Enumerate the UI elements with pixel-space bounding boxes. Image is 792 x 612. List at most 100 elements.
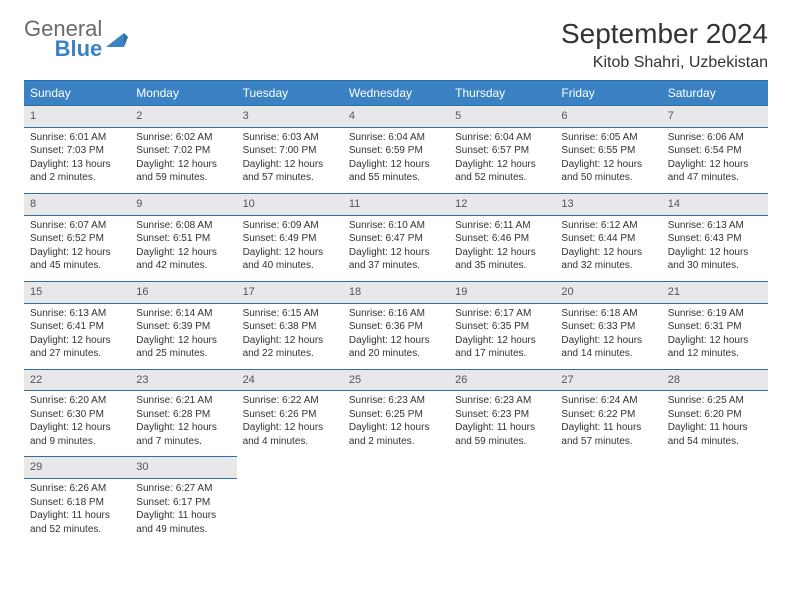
sunset-line: Sunset: 7:02 PM bbox=[136, 144, 230, 158]
logo: General Blue bbox=[24, 18, 128, 60]
sunset-line: Sunset: 6:54 PM bbox=[668, 144, 762, 158]
sunrise-line: Sunrise: 6:18 AM bbox=[561, 307, 655, 321]
sunset-line: Sunset: 6:57 PM bbox=[455, 144, 549, 158]
weekday-header: Wednesday bbox=[343, 81, 449, 105]
sunrise-line: Sunrise: 6:06 AM bbox=[668, 131, 762, 145]
sunset-line: Sunset: 6:35 PM bbox=[455, 320, 549, 334]
day-body: Sunrise: 6:06 AMSunset: 6:54 PMDaylight:… bbox=[662, 128, 768, 193]
sunset-line: Sunset: 6:55 PM bbox=[561, 144, 655, 158]
sunset-line: Sunset: 7:03 PM bbox=[30, 144, 124, 158]
sunset-line: Sunset: 6:49 PM bbox=[243, 232, 337, 246]
day-cell: 5Sunrise: 6:04 AMSunset: 6:57 PMDaylight… bbox=[449, 105, 555, 193]
day-body: Sunrise: 6:13 AMSunset: 6:41 PMDaylight:… bbox=[24, 304, 130, 369]
day-body: Sunrise: 6:22 AMSunset: 6:26 PMDaylight:… bbox=[237, 391, 343, 456]
month-title: September 2024 bbox=[561, 18, 768, 50]
sunrise-line: Sunrise: 6:24 AM bbox=[561, 394, 655, 408]
day-body: Sunrise: 6:17 AMSunset: 6:35 PMDaylight:… bbox=[449, 304, 555, 369]
day-number: 2 bbox=[130, 105, 236, 128]
day-body: Sunrise: 6:20 AMSunset: 6:30 PMDaylight:… bbox=[24, 391, 130, 456]
sunset-line: Sunset: 6:26 PM bbox=[243, 408, 337, 422]
day-cell: 4Sunrise: 6:04 AMSunset: 6:59 PMDaylight… bbox=[343, 105, 449, 193]
daylight-line: Daylight: 11 hours and 57 minutes. bbox=[561, 421, 655, 448]
day-cell: 24Sunrise: 6:22 AMSunset: 6:26 PMDayligh… bbox=[237, 369, 343, 457]
sunset-line: Sunset: 6:38 PM bbox=[243, 320, 337, 334]
day-cell: 13Sunrise: 6:12 AMSunset: 6:44 PMDayligh… bbox=[555, 193, 661, 281]
day-cell: 20Sunrise: 6:18 AMSunset: 6:33 PMDayligh… bbox=[555, 281, 661, 369]
sunset-line: Sunset: 7:00 PM bbox=[243, 144, 337, 158]
day-number: 28 bbox=[662, 369, 768, 392]
day-cell: 22Sunrise: 6:20 AMSunset: 6:30 PMDayligh… bbox=[24, 369, 130, 457]
day-number: 29 bbox=[24, 456, 130, 479]
daylight-line: Daylight: 11 hours and 59 minutes. bbox=[455, 421, 549, 448]
day-cell: 1Sunrise: 6:01 AMSunset: 7:03 PMDaylight… bbox=[24, 105, 130, 193]
weekday-header: Saturday bbox=[662, 81, 768, 105]
day-number: 30 bbox=[130, 456, 236, 479]
daylight-line: Daylight: 11 hours and 52 minutes. bbox=[30, 509, 124, 536]
day-body: Sunrise: 6:14 AMSunset: 6:39 PMDaylight:… bbox=[130, 304, 236, 369]
sunrise-line: Sunrise: 6:16 AM bbox=[349, 307, 443, 321]
day-body: Sunrise: 6:05 AMSunset: 6:55 PMDaylight:… bbox=[555, 128, 661, 193]
sunrise-line: Sunrise: 6:03 AM bbox=[243, 131, 337, 145]
sunset-line: Sunset: 6:47 PM bbox=[349, 232, 443, 246]
daylight-line: Daylight: 12 hours and 50 minutes. bbox=[561, 158, 655, 185]
day-cell: 7Sunrise: 6:06 AMSunset: 6:54 PMDaylight… bbox=[662, 105, 768, 193]
day-cell: 15Sunrise: 6:13 AMSunset: 6:41 PMDayligh… bbox=[24, 281, 130, 369]
daylight-line: Daylight: 12 hours and 30 minutes. bbox=[668, 246, 762, 273]
daylight-line: Daylight: 12 hours and 22 minutes. bbox=[243, 334, 337, 361]
sunrise-line: Sunrise: 6:17 AM bbox=[455, 307, 549, 321]
daylight-line: Daylight: 12 hours and 27 minutes. bbox=[30, 334, 124, 361]
daylight-line: Daylight: 11 hours and 49 minutes. bbox=[136, 509, 230, 536]
sunset-line: Sunset: 6:43 PM bbox=[668, 232, 762, 246]
day-cell: 14Sunrise: 6:13 AMSunset: 6:43 PMDayligh… bbox=[662, 193, 768, 281]
day-number: 18 bbox=[343, 281, 449, 304]
sunrise-line: Sunrise: 6:02 AM bbox=[136, 131, 230, 145]
sunrise-line: Sunrise: 6:07 AM bbox=[30, 219, 124, 233]
daylight-line: Daylight: 12 hours and 47 minutes. bbox=[668, 158, 762, 185]
day-number: 7 bbox=[662, 105, 768, 128]
day-body: Sunrise: 6:21 AMSunset: 6:28 PMDaylight:… bbox=[130, 391, 236, 456]
day-cell: 21Sunrise: 6:19 AMSunset: 6:31 PMDayligh… bbox=[662, 281, 768, 369]
day-body: Sunrise: 6:24 AMSunset: 6:22 PMDaylight:… bbox=[555, 391, 661, 456]
daylight-line: Daylight: 12 hours and 32 minutes. bbox=[561, 246, 655, 273]
sunrise-line: Sunrise: 6:21 AM bbox=[136, 394, 230, 408]
day-number: 15 bbox=[24, 281, 130, 304]
day-cell: 23Sunrise: 6:21 AMSunset: 6:28 PMDayligh… bbox=[130, 369, 236, 457]
day-number: 19 bbox=[449, 281, 555, 304]
day-cell: 17Sunrise: 6:15 AMSunset: 6:38 PMDayligh… bbox=[237, 281, 343, 369]
sunrise-line: Sunrise: 6:11 AM bbox=[455, 219, 549, 233]
sunrise-line: Sunrise: 6:25 AM bbox=[668, 394, 762, 408]
sunset-line: Sunset: 6:18 PM bbox=[30, 496, 124, 510]
sunrise-line: Sunrise: 6:08 AM bbox=[136, 219, 230, 233]
day-body: Sunrise: 6:10 AMSunset: 6:47 PMDaylight:… bbox=[343, 216, 449, 281]
weekday-header: Thursday bbox=[449, 81, 555, 105]
sunrise-line: Sunrise: 6:12 AM bbox=[561, 219, 655, 233]
sunset-line: Sunset: 6:20 PM bbox=[668, 408, 762, 422]
sunset-line: Sunset: 6:25 PM bbox=[349, 408, 443, 422]
day-number: 24 bbox=[237, 369, 343, 392]
day-number: 27 bbox=[555, 369, 661, 392]
sunrise-line: Sunrise: 6:22 AM bbox=[243, 394, 337, 408]
daylight-line: Daylight: 12 hours and 25 minutes. bbox=[136, 334, 230, 361]
sunset-line: Sunset: 6:22 PM bbox=[561, 408, 655, 422]
logo-triangle-icon bbox=[106, 31, 128, 49]
daylight-line: Daylight: 12 hours and 20 minutes. bbox=[349, 334, 443, 361]
day-number: 1 bbox=[24, 105, 130, 128]
day-body: Sunrise: 6:04 AMSunset: 6:59 PMDaylight:… bbox=[343, 128, 449, 193]
day-cell bbox=[237, 456, 343, 544]
daylight-line: Daylight: 12 hours and 12 minutes. bbox=[668, 334, 762, 361]
weekday-header: Sunday bbox=[24, 81, 130, 105]
day-body: Sunrise: 6:25 AMSunset: 6:20 PMDaylight:… bbox=[662, 391, 768, 456]
day-body: Sunrise: 6:23 AMSunset: 6:25 PMDaylight:… bbox=[343, 391, 449, 456]
location: Kitob Shahri, Uzbekistan bbox=[561, 54, 768, 72]
day-number: 12 bbox=[449, 193, 555, 216]
day-cell: 29Sunrise: 6:26 AMSunset: 6:18 PMDayligh… bbox=[24, 456, 130, 544]
day-number: 22 bbox=[24, 369, 130, 392]
day-body: Sunrise: 6:08 AMSunset: 6:51 PMDaylight:… bbox=[130, 216, 236, 281]
day-number: 26 bbox=[449, 369, 555, 392]
sunrise-line: Sunrise: 6:23 AM bbox=[349, 394, 443, 408]
sunrise-line: Sunrise: 6:10 AM bbox=[349, 219, 443, 233]
day-cell: 3Sunrise: 6:03 AMSunset: 7:00 PMDaylight… bbox=[237, 105, 343, 193]
daylight-line: Daylight: 12 hours and 42 minutes. bbox=[136, 246, 230, 273]
day-cell: 18Sunrise: 6:16 AMSunset: 6:36 PMDayligh… bbox=[343, 281, 449, 369]
sunset-line: Sunset: 6:46 PM bbox=[455, 232, 549, 246]
